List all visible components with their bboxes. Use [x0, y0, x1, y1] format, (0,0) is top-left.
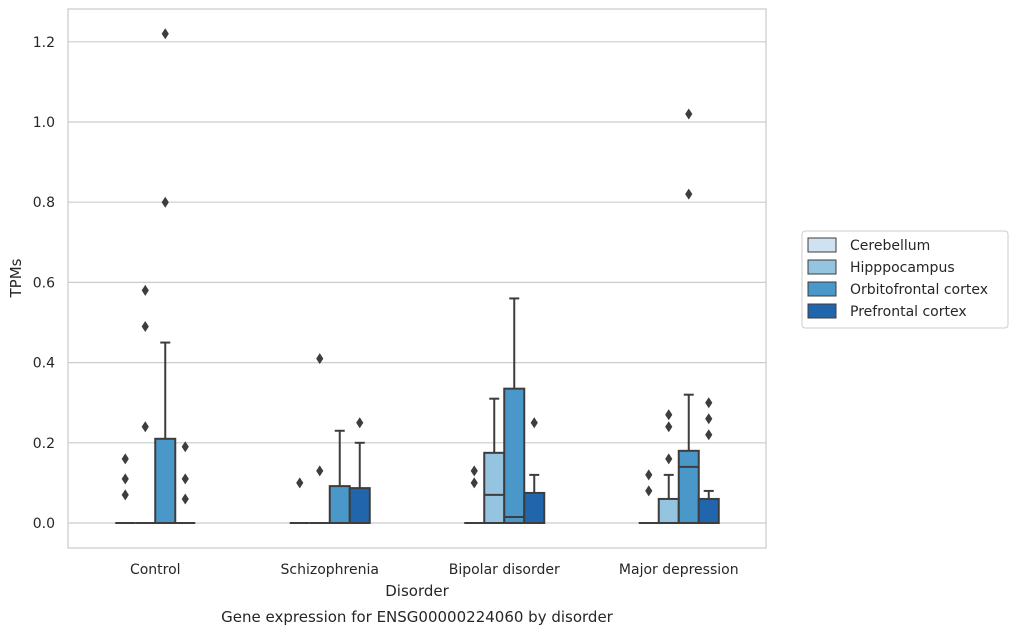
outlier-point — [181, 473, 189, 485]
box-body — [154, 437, 177, 525]
outlier-point — [181, 493, 189, 505]
box-prefrontal-cortex — [523, 417, 546, 524]
legend-label: Orbitofrontal cortex — [850, 282, 988, 298]
outlier-point — [705, 429, 713, 441]
legend-swatch — [807, 237, 837, 253]
outlier-point — [665, 453, 673, 465]
x-tick-label: Bipolar disorder — [449, 562, 560, 578]
x-tick-label: Control — [130, 562, 181, 578]
outlier-point — [141, 284, 149, 296]
box-body — [483, 451, 506, 525]
y-tick-label: 0.8 — [33, 195, 55, 211]
outlier-point — [685, 188, 693, 200]
outlier-point — [356, 417, 364, 429]
legend-label: Cerebellum — [850, 238, 930, 254]
box-cerebellum — [638, 469, 659, 524]
outlier-point — [121, 473, 129, 485]
legend-swatch — [807, 303, 837, 319]
legend-swatch — [807, 259, 837, 275]
box-prefrontal-cortex — [175, 441, 196, 524]
x-tick-label: Major depression — [619, 562, 739, 578]
y-tick-label: 1.2 — [33, 35, 55, 51]
outlier-point — [141, 321, 149, 333]
outlier-point — [161, 196, 169, 208]
box-hipppocampus — [483, 397, 506, 525]
outlier-point — [645, 469, 653, 481]
outlier-point — [530, 417, 538, 429]
box-prefrontal-cortex — [348, 417, 371, 525]
box-body — [523, 491, 546, 524]
outlier-point — [121, 453, 129, 465]
box-hipppocampus — [309, 353, 330, 524]
outlier-point — [705, 413, 713, 425]
box-hipppocampus — [135, 284, 156, 524]
box-body — [328, 485, 351, 524]
y-tick-label: 1.0 — [33, 115, 55, 131]
legend-frame — [801, 230, 1009, 329]
box-body — [677, 449, 700, 525]
box-orbitofrontal-cortex — [503, 297, 526, 525]
outlier-point — [161, 28, 169, 40]
box-orbitofrontal-cortex — [677, 108, 700, 525]
box-cerebellum — [289, 477, 310, 524]
box-body — [348, 487, 371, 525]
outlier-point — [685, 108, 693, 120]
plot-frame — [67, 8, 767, 549]
legend: Cerebellum Hipppocampus Orbitofrontal cort… — [801, 230, 1009, 329]
box-orbitofrontal-cortex — [154, 28, 177, 525]
box-body — [697, 497, 720, 525]
legend-label: Prefrontal cortex — [850, 304, 967, 320]
outlier-point — [296, 477, 304, 489]
y-tick-label: 0.2 — [33, 436, 55, 452]
x-tick-label: Schizophrenia — [281, 562, 379, 578]
outlier-point — [665, 409, 673, 421]
outlier-point — [121, 489, 129, 501]
box-cerebellum — [464, 465, 485, 524]
outlier-point — [705, 397, 713, 409]
outlier-point — [470, 465, 478, 477]
y-axis-title: TPMs — [7, 258, 25, 298]
y-tick-label: 0.6 — [33, 275, 55, 291]
y-tick-label: 0.0 — [33, 516, 55, 532]
box-body — [657, 497, 680, 525]
legend-swatch — [807, 281, 837, 297]
outlier-point — [141, 421, 149, 433]
outlier-point — [316, 353, 324, 365]
outlier-point — [181, 441, 189, 453]
plot-area — [115, 28, 720, 525]
y-axis-ticks: 0.0 0.2 0.4 0.6 0.8 1.0 1.2 — [33, 35, 55, 532]
outlier-point — [665, 421, 673, 433]
x-axis-ticks: Control Schizophrenia Bipolar disorder Majo… — [130, 562, 739, 578]
box-body — [503, 387, 526, 525]
box-cerebellum — [115, 453, 136, 524]
chart-caption: Gene expression for ENSG00000224060 by d… — [221, 608, 614, 626]
outlier-point — [470, 477, 478, 489]
outlier-point — [316, 465, 324, 477]
box-hipppocampus — [657, 409, 680, 525]
x-axis-title: Disorder — [385, 582, 449, 600]
box-orbitofrontal-cortex — [328, 429, 351, 524]
legend-label: Hipppocampus — [850, 260, 955, 276]
outlier-point — [645, 485, 653, 497]
y-tick-label: 0.4 — [33, 356, 55, 372]
box-prefrontal-cortex — [697, 397, 720, 525]
